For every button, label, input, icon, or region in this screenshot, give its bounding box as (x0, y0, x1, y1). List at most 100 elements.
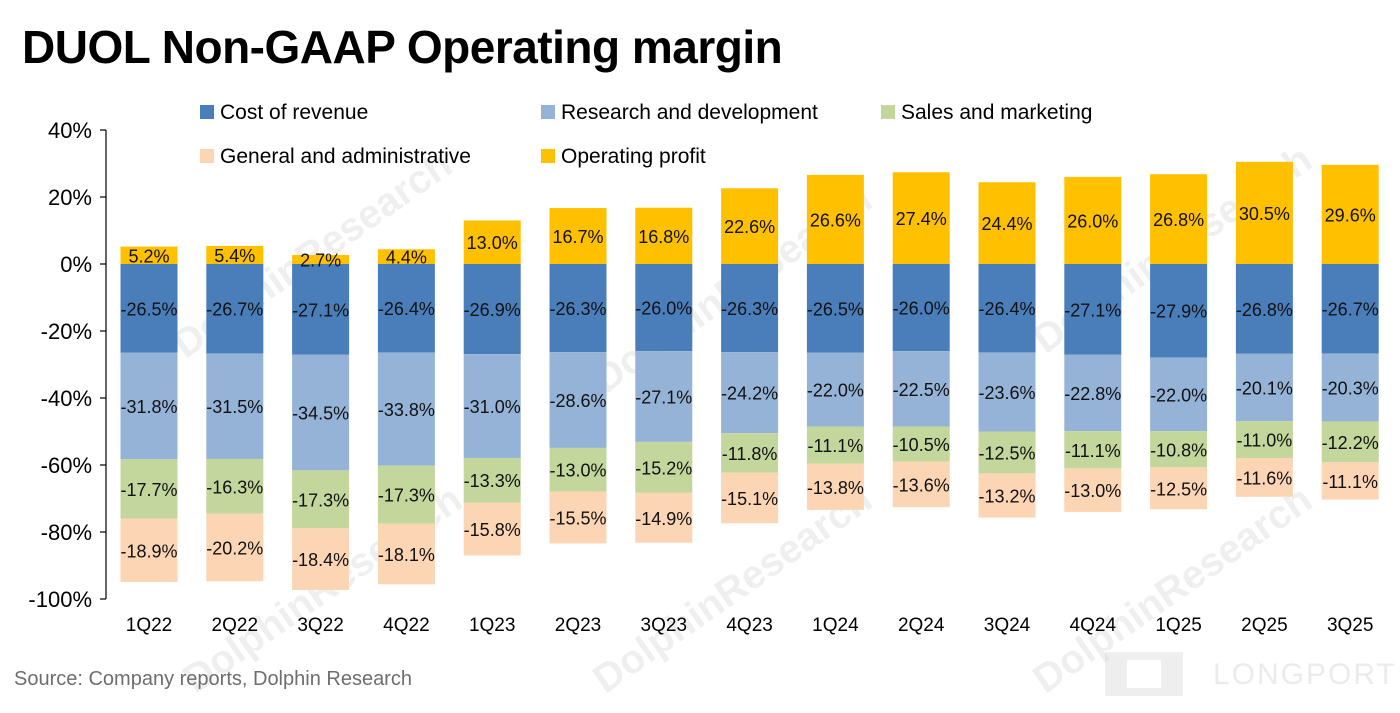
data-label: 2.7% (300, 250, 341, 270)
data-label: -26.7% (206, 300, 263, 320)
data-label: 22.6% (724, 217, 775, 237)
bar-segment (635, 264, 693, 352)
bar-segment (1321, 462, 1379, 500)
bar-segment (1150, 264, 1208, 358)
bar-segment (1064, 354, 1122, 432)
data-label: -14.9% (635, 509, 692, 529)
data-label: -31.8% (120, 397, 177, 417)
data-label: -13.2% (978, 486, 1035, 506)
x-tick-label: 2Q23 (555, 615, 601, 636)
data-label: -18.9% (120, 541, 177, 561)
data-label: -27.9% (1150, 302, 1207, 322)
data-label: -27.1% (292, 300, 349, 320)
x-axis-labels: 1Q22 2Q22 3Q22 4Q22 1Q23 2Q23 3Q23 4Q23 1Q24 2Q24… (126, 615, 1374, 636)
data-label: 13.0% (467, 233, 518, 253)
data-label: -26.5% (807, 299, 864, 319)
y-tick-label: -40% (41, 386, 92, 411)
data-label: 29.6% (1325, 205, 1376, 225)
legend-swatch (541, 105, 555, 119)
data-label: -11.1% (808, 436, 864, 456)
data-label: -20.1% (1236, 378, 1293, 398)
data-label: 27.4% (896, 209, 947, 229)
data-label: -22.5% (893, 380, 950, 400)
data-label: 16.8% (638, 227, 689, 247)
bar-segment (292, 528, 350, 590)
source-note: Source: Company reports, Dolphin Researc… (14, 668, 412, 690)
bar-segment (721, 188, 779, 264)
data-label: 16.7% (552, 227, 603, 247)
y-tick-label: 40% (48, 118, 92, 143)
legend-swatch (541, 149, 555, 163)
data-label: -26.9% (464, 300, 521, 320)
data-label: -12.2% (1322, 433, 1379, 453)
bar-segment (806, 463, 864, 510)
bar-segment (1235, 421, 1293, 458)
legend-swatch (200, 149, 214, 163)
y-tick-label: -80% (41, 520, 92, 545)
bar-segment (120, 246, 178, 264)
bar-segment (206, 513, 264, 582)
bar-segment (292, 264, 350, 355)
bar-segment (978, 182, 1036, 264)
bar-segment (635, 207, 693, 264)
data-label: 26.0% (1067, 211, 1118, 231)
bar-segment (806, 352, 864, 427)
data-label: -18.1% (378, 545, 435, 565)
data-label: -28.6% (549, 391, 606, 411)
data-label: -22.8% (1064, 384, 1121, 404)
bar-segment (549, 208, 607, 264)
bar-segment (463, 457, 521, 503)
bar-segment (120, 352, 178, 460)
bar-segment (721, 433, 779, 473)
bar-segment (806, 426, 864, 464)
bar-segment (292, 254, 350, 264)
y-tick-label: 20% (48, 185, 92, 210)
brand-logo-text: LONGPORT (1213, 658, 1397, 691)
data-label: -11.8% (722, 444, 778, 464)
bar-segment (206, 264, 264, 354)
bar-segment (1150, 467, 1208, 510)
x-tick-label: 3Q25 (1327, 615, 1373, 636)
x-tick-label: 2Q25 (1241, 615, 1287, 636)
bar-segment (1321, 353, 1379, 422)
bar-segment (892, 264, 950, 352)
bar-segment (1235, 264, 1293, 354)
data-label: -26.8% (1236, 300, 1293, 320)
x-tick-label: 2Q24 (898, 615, 945, 636)
data-label: -22.0% (1150, 385, 1207, 405)
x-tick-label: 3Q23 (641, 615, 687, 636)
bar-segment (292, 354, 350, 471)
x-tick-label: 3Q22 (297, 615, 343, 636)
data-label: -15.2% (635, 458, 692, 478)
bar-segment (549, 491, 607, 544)
data-label: -12.5% (1150, 479, 1207, 499)
data-label: -15.5% (549, 508, 606, 528)
x-tick-label: 4Q23 (726, 615, 772, 636)
x-tick-label: 3Q24 (984, 615, 1031, 636)
data-label: -11.1% (1065, 441, 1121, 461)
bar-segment (377, 264, 435, 353)
data-label: -10.8% (1150, 440, 1207, 460)
legend-swatch (200, 105, 214, 119)
x-tick-label: 2Q22 (212, 615, 258, 636)
data-label: -13.8% (807, 478, 864, 498)
data-label: -24.2% (721, 384, 778, 404)
bar-segment (806, 174, 864, 264)
data-label: -10.5% (893, 435, 950, 455)
data-label: -26.3% (721, 299, 778, 319)
bar-segment (892, 426, 950, 462)
bar-segment (206, 245, 264, 264)
bar-segment (1235, 353, 1293, 422)
data-label: 24.4% (981, 214, 1032, 234)
x-tick-label: 1Q22 (126, 615, 172, 636)
legend-label: Research and development (561, 101, 818, 124)
data-label: 5.2% (128, 246, 169, 266)
y-tick-label: -100% (28, 587, 92, 612)
bar-segment (549, 264, 607, 353)
data-label: -34.5% (292, 404, 349, 424)
data-label: -12.5% (978, 443, 1035, 463)
data-label: -13.0% (1064, 481, 1121, 501)
bar-segment (1150, 431, 1208, 468)
bar-segment (206, 353, 264, 459)
